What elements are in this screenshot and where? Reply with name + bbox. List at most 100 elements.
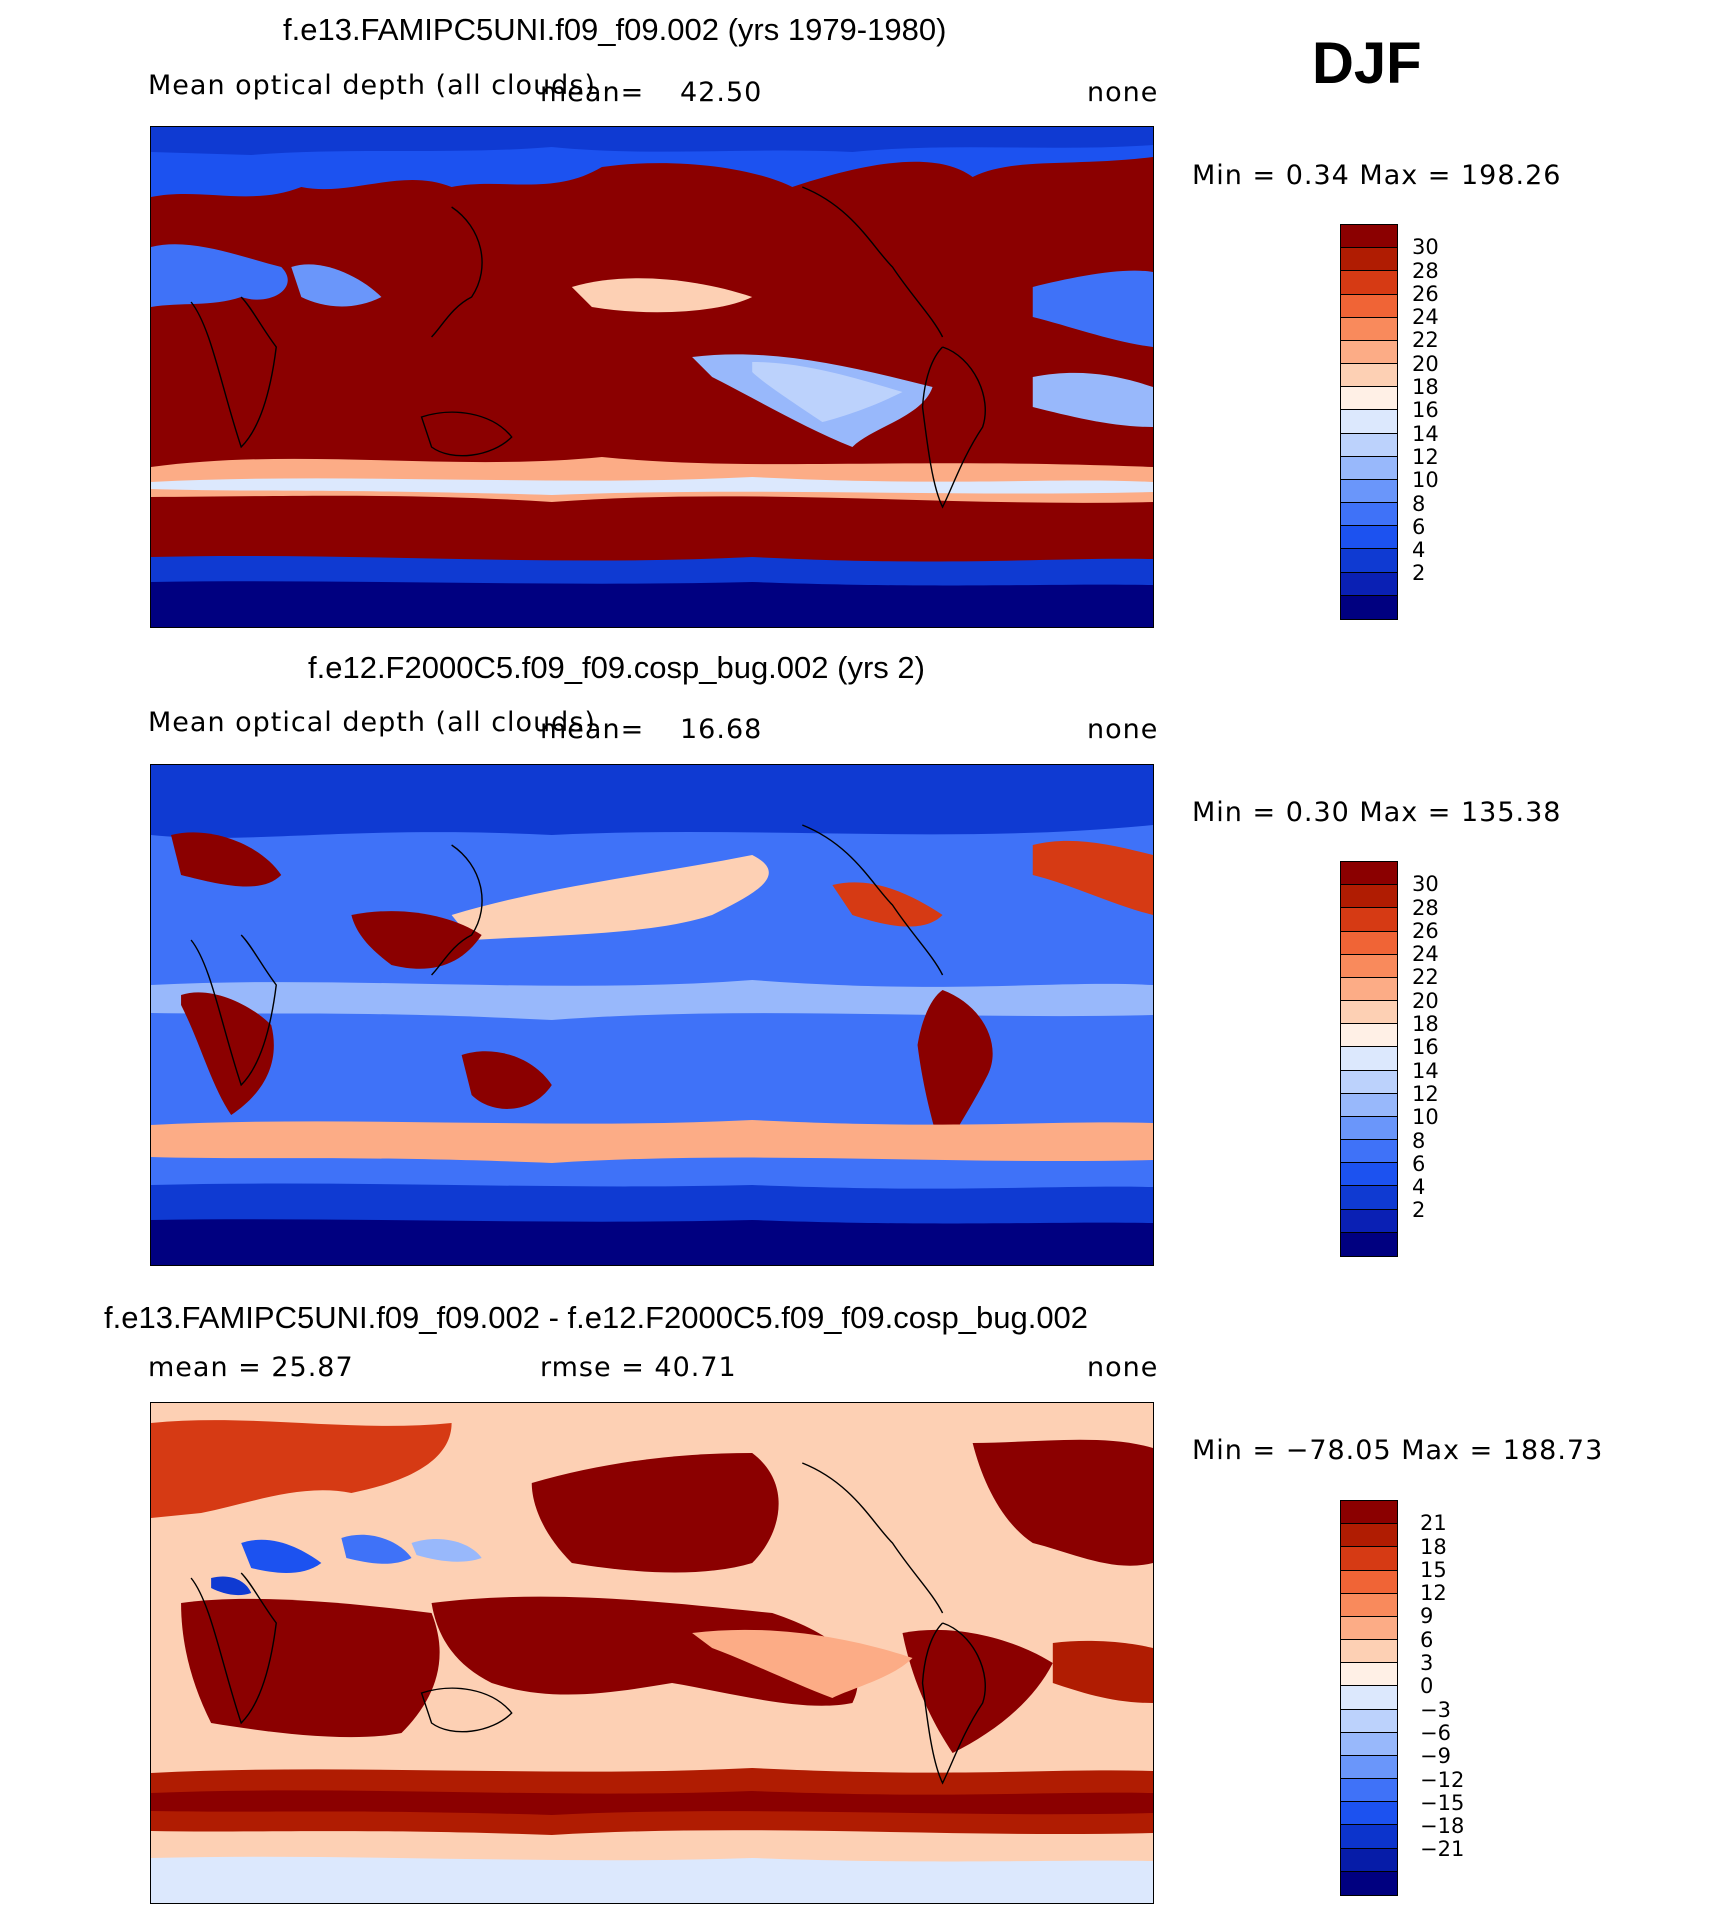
colorbar-segment <box>1341 549 1397 573</box>
colorbar-tick-label: 22 <box>1412 328 1439 353</box>
colorbar-tick-label: 24 <box>1412 305 1439 330</box>
colorbar-tick-label: 16 <box>1412 1035 1439 1060</box>
colorbar-segment <box>1341 1186 1397 1210</box>
colorbar-segment <box>1341 1163 1397 1187</box>
colorbar-tick-label: 26 <box>1412 918 1439 943</box>
colorbar-tick-label: −3 <box>1420 1697 1451 1722</box>
colorbar-segment <box>1341 294 1397 318</box>
colorbar-segment <box>1341 1093 1397 1117</box>
colorbar-segment <box>1341 954 1397 978</box>
panel-1-minmax: Min = 0.34 Max = 198.26 <box>1192 160 1562 191</box>
panel-3-rmse: rmse = 40.71 <box>540 1352 737 1383</box>
colorbar-tick-label: 2 <box>1412 561 1426 586</box>
colorbar-segment <box>1341 1047 1397 1071</box>
colorbar-tick-label: 14 <box>1412 421 1439 446</box>
colorbar-segment <box>1341 862 1397 886</box>
panel-2-map <box>150 764 1154 1266</box>
colorbar-segment <box>1341 572 1397 596</box>
panel-1-variable: Mean optical depth (all clouds) <box>148 70 596 101</box>
colorbar-tick-label: −9 <box>1420 1744 1451 1769</box>
colorbar-tick-label: 14 <box>1412 1058 1439 1083</box>
panel-1-title: f.e13.FAMIPC5UNI.f09_f09.002 (yrs 1979-1… <box>283 12 947 47</box>
colorbar-tick-label: 12 <box>1420 1581 1447 1606</box>
colorbar-tick-label: 8 <box>1412 491 1426 516</box>
colorbar-segment <box>1341 1070 1397 1094</box>
colorbar-segment <box>1341 1547 1397 1571</box>
season-label: DJF <box>1312 31 1422 96</box>
colorbar-tick-label: 8 <box>1412 1128 1426 1153</box>
colorbar-tick-label: 2 <box>1412 1198 1426 1223</box>
panel-2-mean-value: 16.68 <box>680 714 763 745</box>
panel-3-map <box>150 1402 1154 1904</box>
colorbar-segment <box>1341 1732 1397 1756</box>
colorbar-segment <box>1341 931 1397 955</box>
panel-1-field <box>151 127 1153 627</box>
colorbar-tick-label: −18 <box>1420 1814 1465 1839</box>
panel-3-colorbar <box>1340 1500 1398 1896</box>
colorbar-segment <box>1341 1001 1397 1025</box>
panel-3-field <box>151 1403 1153 1903</box>
colorbar-segment <box>1341 1686 1397 1710</box>
colorbar-segment <box>1341 1709 1397 1733</box>
colorbar-tick-label: 6 <box>1412 1151 1426 1176</box>
colorbar-tick-label: 24 <box>1412 942 1439 967</box>
panel-1-colorbar <box>1340 224 1398 620</box>
panel-3-mean: mean = 25.87 <box>148 1352 354 1383</box>
colorbar-tick-label: 18 <box>1412 1012 1439 1037</box>
panel-3-title: f.e13.FAMIPC5UNI.f09_f09.002 - f.e12.F20… <box>104 1300 1089 1335</box>
colorbar-segment <box>1341 456 1397 480</box>
panel-2-colorbar <box>1340 861 1398 1257</box>
panel-2-title: f.e12.F2000C5.f09_f09.cosp_bug.002 (yrs … <box>308 650 925 685</box>
panel-1-map <box>150 126 1154 628</box>
colorbar-segment <box>1341 387 1397 411</box>
colorbar-segment <box>1341 1779 1397 1803</box>
colorbar-tick-label: 20 <box>1412 988 1439 1013</box>
colorbar-tick-label: 18 <box>1412 375 1439 400</box>
colorbar-segment <box>1341 1663 1397 1687</box>
colorbar-segment <box>1341 1755 1397 1780</box>
colorbar-segment <box>1341 977 1397 1002</box>
colorbar-segment <box>1341 908 1397 932</box>
colorbar-tick-label: 0 <box>1420 1674 1434 1699</box>
panel-2-variable: Mean optical depth (all clouds) <box>148 707 596 738</box>
colorbar-segment <box>1341 433 1397 457</box>
colorbar-segment <box>1341 225 1397 249</box>
colorbar-segment <box>1341 595 1397 619</box>
colorbar-tick-label: 20 <box>1412 351 1439 376</box>
colorbar-segment <box>1341 1640 1397 1664</box>
colorbar-tick-label: 30 <box>1412 872 1439 897</box>
colorbar-tick-label: 12 <box>1412 444 1439 469</box>
colorbar-tick-label: −12 <box>1420 1767 1465 1792</box>
colorbar-segment <box>1341 1825 1397 1849</box>
colorbar-segment <box>1341 503 1397 527</box>
colorbar-tick-label: 26 <box>1412 281 1439 306</box>
colorbar-segment <box>1341 479 1397 504</box>
colorbar-segment <box>1341 1593 1397 1617</box>
colorbar-segment <box>1341 364 1397 388</box>
colorbar-tick-label: 4 <box>1412 1175 1426 1200</box>
colorbar-tick-label: 30 <box>1412 235 1439 260</box>
colorbar-segment <box>1341 1871 1397 1895</box>
colorbar-segment <box>1341 248 1397 272</box>
panel-2-mean-label: mean= <box>540 714 645 745</box>
colorbar-tick-label: −15 <box>1420 1790 1465 1815</box>
colorbar-segment <box>1341 1232 1397 1256</box>
colorbar-segment <box>1341 1802 1397 1826</box>
colorbar-tick-label: 9 <box>1420 1604 1434 1629</box>
colorbar-tick-label: 12 <box>1412 1081 1439 1106</box>
colorbar-segment <box>1341 1140 1397 1164</box>
colorbar-segment <box>1341 1616 1397 1641</box>
colorbar-segment <box>1341 1524 1397 1548</box>
colorbar-tick-label: 22 <box>1412 965 1439 990</box>
colorbar-segment <box>1341 885 1397 909</box>
colorbar-tick-label: 28 <box>1412 258 1439 283</box>
colorbar-segment <box>1341 1570 1397 1594</box>
colorbar-segment <box>1341 526 1397 550</box>
colorbar-tick-label: 15 <box>1420 1557 1447 1582</box>
panel-3-units: none <box>1087 1352 1159 1383</box>
panel-1-mean-label: mean= <box>540 77 645 108</box>
colorbar-tick-label: 21 <box>1420 1511 1447 1536</box>
panel-2-minmax: Min = 0.30 Max = 135.38 <box>1192 797 1562 828</box>
colorbar-tick-label: 18 <box>1420 1534 1447 1559</box>
colorbar-segment <box>1341 340 1397 365</box>
